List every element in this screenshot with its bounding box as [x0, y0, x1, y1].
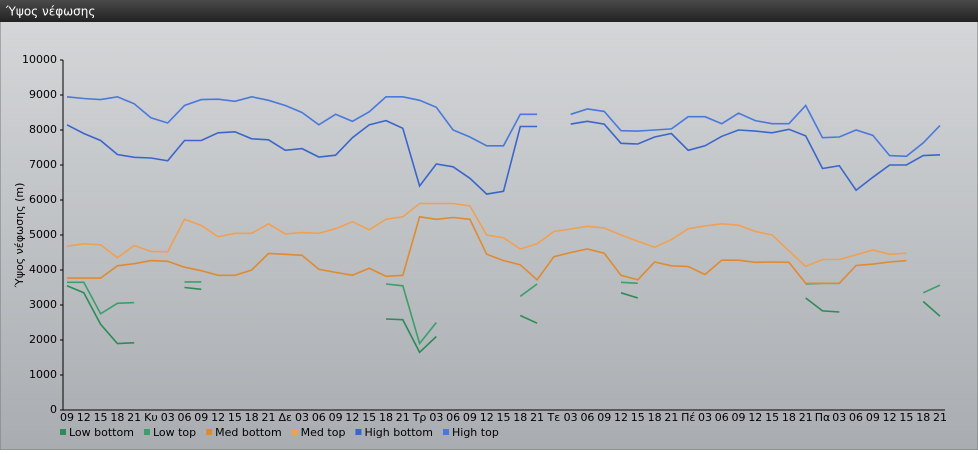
title-bar: [0, 0, 978, 22]
x-tick-label: 09: [194, 411, 208, 424]
y-tick-label: 9000: [29, 88, 57, 101]
legend-label: Low bottom: [69, 426, 134, 439]
x-tick-label: 03: [698, 411, 712, 424]
x-tick-label: 21: [261, 411, 275, 424]
series-line: [67, 281, 941, 346]
legend-swatch: [143, 429, 150, 435]
series-line: [66, 119, 941, 195]
legend-swatch: [355, 429, 362, 435]
x-tick-label: 03: [564, 411, 578, 424]
x-tick-label: 15: [765, 411, 779, 424]
y-axis-label: Ύψος νέφωσης (m): [13, 183, 26, 289]
x-tick-label: 18: [110, 411, 124, 424]
x-tick-label: 09: [866, 411, 880, 424]
x-tick-label: 18: [245, 411, 259, 424]
x-tick-label: 21: [664, 411, 678, 424]
x-tick-label: Πα: [815, 411, 831, 424]
window-title: Ύψος νέφωσης: [5, 5, 95, 19]
legend-label: High top: [452, 426, 499, 439]
x-tick-label: 03: [429, 411, 443, 424]
x-tick-label: 18: [513, 411, 527, 424]
x-tick-label: 06: [312, 411, 326, 424]
y-tick-label: 5000: [29, 228, 57, 241]
legend-swatch: [206, 429, 213, 435]
series-line: [66, 95, 941, 158]
x-tick-label: 15: [362, 411, 376, 424]
x-tick-label: 09: [732, 411, 746, 424]
x-tick-label: Τε: [547, 411, 561, 424]
y-tick-label: 1000: [29, 368, 57, 381]
y-tick-label: 3000: [29, 298, 57, 311]
x-tick-label: 21: [933, 411, 947, 424]
y-tick-label: 10000: [22, 53, 57, 66]
x-tick-label: 15: [631, 411, 645, 424]
x-tick-label: 09: [329, 411, 343, 424]
x-tick-label: 06: [446, 411, 460, 424]
x-tick-label: 12: [77, 411, 91, 424]
x-tick-label: 21: [530, 411, 544, 424]
legend-label: Med top: [301, 426, 346, 439]
x-tick-label: 06: [580, 411, 594, 424]
series-line: [67, 215, 907, 285]
x-tick-label: Δε: [279, 411, 293, 424]
x-tick-label: 12: [480, 411, 494, 424]
y-tick-label: 7000: [29, 158, 57, 171]
x-tick-label: 09: [463, 411, 477, 424]
x-tick-label: 03: [832, 411, 846, 424]
x-tick-label: 12: [748, 411, 762, 424]
x-tick-label: Πέ: [681, 411, 695, 424]
legend-label: High bottom: [364, 426, 433, 439]
x-tick-label: 06: [849, 411, 863, 424]
x-tick-label: 09: [60, 411, 74, 424]
x-tick-label: 15: [497, 411, 511, 424]
y-tick-label: 2000: [29, 333, 57, 346]
x-tick-label: 21: [396, 411, 410, 424]
x-tick-label: 18: [379, 411, 393, 424]
x-tick-label: 09: [597, 411, 611, 424]
x-tick-label: 03: [161, 411, 175, 424]
series-line: [66, 202, 907, 268]
x-tick-label: 12: [883, 411, 897, 424]
x-tick-label: 18: [916, 411, 930, 424]
y-tick-label: 8000: [29, 123, 57, 136]
x-tick-label: Κυ: [144, 411, 158, 424]
x-tick-label: 12: [211, 411, 225, 424]
x-tick-label: 15: [228, 411, 242, 424]
legend-swatch: [60, 429, 66, 435]
x-tick-label: 18: [782, 411, 796, 424]
x-tick-label: 21: [799, 411, 813, 424]
x-tick-label: Τρ: [412, 411, 427, 424]
y-tick-label: 6000: [29, 193, 57, 206]
x-tick-label: 15: [94, 411, 108, 424]
legend-label: Low top: [153, 426, 196, 439]
y-tick-label: 4000: [29, 263, 57, 276]
x-tick-label: 18: [648, 411, 662, 424]
legend-swatch: [291, 429, 298, 435]
x-tick-label: 15: [899, 411, 913, 424]
x-tick-label: 06: [178, 411, 192, 424]
legend-swatch: [443, 429, 449, 435]
legend-label: Med bottom: [215, 426, 282, 439]
x-tick-label: 12: [614, 411, 628, 424]
x-tick-label: 06: [715, 411, 729, 424]
y-tick-label: 0: [50, 403, 57, 416]
x-tick-label: 12: [345, 411, 359, 424]
x-tick-label: 21: [127, 411, 141, 424]
x-tick-label: 03: [295, 411, 309, 424]
series-line: [66, 285, 941, 354]
